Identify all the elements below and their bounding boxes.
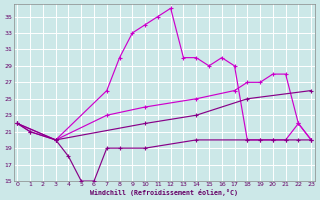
X-axis label: Windchill (Refroidissement éolien,°C): Windchill (Refroidissement éolien,°C) xyxy=(90,189,238,196)
